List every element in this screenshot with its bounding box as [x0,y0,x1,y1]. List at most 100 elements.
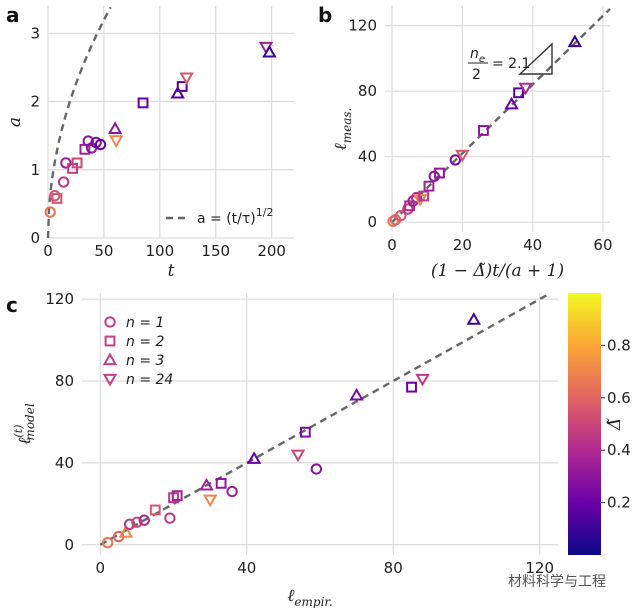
x-tick-label: 50 [94,242,113,260]
y-tick-label: 0 [367,213,377,231]
x-tick-label: 0 [387,236,397,254]
legend-marker-triangle-up [102,352,118,366]
fit-legend-label: a = (t/τ)1/2 [197,206,273,227]
x-tick-label: 200 [257,242,286,260]
plot-area [48,6,294,238]
x-tick-label: 80 [384,559,403,577]
data-point-square [423,180,435,192]
data-point-square [51,193,63,204]
colorbar-tick-label: 0.2 [607,494,631,512]
data-point-circle [449,154,461,166]
x-tick-label: 60 [593,236,612,254]
data-point-circle [123,518,136,530]
y-axis-label-main: ℓ [331,143,351,150]
data-point-circle [164,512,176,524]
x-axis-label: t [168,261,175,281]
legend-label: n = 1 [126,315,164,331]
fit-line [46,6,112,239]
slope-value: = 2.1 [492,56,530,72]
fit-legend-exponent: 1/2 [256,206,274,219]
data-point-square [406,381,417,393]
y-axis-label: ℓmeas. [331,108,354,151]
data-point-circle [101,537,114,549]
legend-label: n = 3 [126,353,164,369]
data-point-square [171,490,183,502]
data-point-circle [44,206,56,218]
legend-marker-circle [104,316,116,328]
data-point-square [418,190,430,202]
data-point-triangle-up [349,387,364,401]
y-axis-label-sup: (t) [12,425,25,438]
data-point-triangle-down [518,82,533,96]
y-tick-label: 80 [55,372,74,390]
watermark-text: 材料科学与工程 [508,574,606,590]
colorbar-tick-label: 0.8 [607,336,631,354]
data-point-circle [94,138,107,151]
y-tick-label: 120 [45,290,74,308]
data-point-circle [49,190,61,202]
data-point-triangle-down [455,149,470,163]
colorbar: 0.2 0.4 0.6 0.8 Δ̃ [568,293,631,555]
data-point-triangle-up [262,44,277,58]
data-point-triangle-up [466,312,482,325]
x-axis-label-main: ℓ [287,586,294,606]
y-tick-label: 2 [30,93,40,111]
data-point-square [137,97,149,109]
fit-legend-base: a = (t/τ) [197,211,256,227]
data-point-square [299,426,311,438]
x-tick-label: 0 [96,559,106,577]
y-tick-label: 1 [30,161,40,179]
x-tick-label: 0 [43,242,53,260]
data-point-circle [226,485,238,498]
y-tick-label: 0 [30,229,40,247]
x-tick-label: 20 [453,236,472,254]
data-point-triangle-down [108,135,124,148]
x-axis-label: (1 − Δ̃)t/(a + 1) [431,261,564,281]
slope-numerator-sub: e [479,54,485,65]
data-point-square [71,157,83,169]
y-tick-label: 120 [348,17,377,35]
y-axis-label-sub: meas. [340,108,354,144]
panel-label: c [6,293,18,317]
panel-label: a [6,3,20,27]
x-tick-label: 100 [145,242,174,260]
data-point-circle [131,516,143,528]
data-point-circle [60,157,72,169]
legend: n = 1 n = 2 n = 3 n = 24 [102,315,173,388]
slope-numerator-main: n [470,46,479,62]
data-point-circle [57,176,70,188]
colorbar-tick-label: 0.6 [607,389,631,407]
data-point-triangle-up [246,451,262,464]
y-tick-label: 40 [358,148,377,166]
data-point-circle [402,203,414,215]
plot-area [82,293,558,555]
y-axis-label-sub: model [23,403,37,440]
panel-b: 0 20 40 60 0 40 80 120 b (1 − Δ̃)t/(a + 1) ℓmeas. n… [318,3,613,281]
data-point-circle [138,514,150,526]
data-point-circle [395,209,407,222]
data-point-square [478,125,489,136]
y-tick-label: 0 [64,536,74,554]
data-point-square [149,504,161,516]
data-point-square [215,477,227,489]
data-point-triangle-up [504,96,519,110]
data-point-triangle-down [290,449,306,463]
x-tick-label: 40 [523,236,542,254]
y-tick-label: 80 [358,82,377,100]
legend-marker-triangle-down [102,373,118,387]
x-tick-label: 150 [201,242,230,260]
slope-numerator: ne [470,46,485,65]
data-point-square [176,81,188,92]
y-tick-label: 40 [55,454,74,472]
y-axis-label: a [5,117,25,127]
slope-denominator: 2 [472,67,481,83]
data-point-triangle-down [415,373,430,387]
data-point-square [513,87,524,99]
legend-label: n = 2 [126,334,165,350]
data-point-triangle-up [118,524,134,538]
data-point-triangle-down [179,72,194,86]
x-axis-label: ℓempir. [287,586,332,608]
data-point-triangle-up [567,34,583,48]
